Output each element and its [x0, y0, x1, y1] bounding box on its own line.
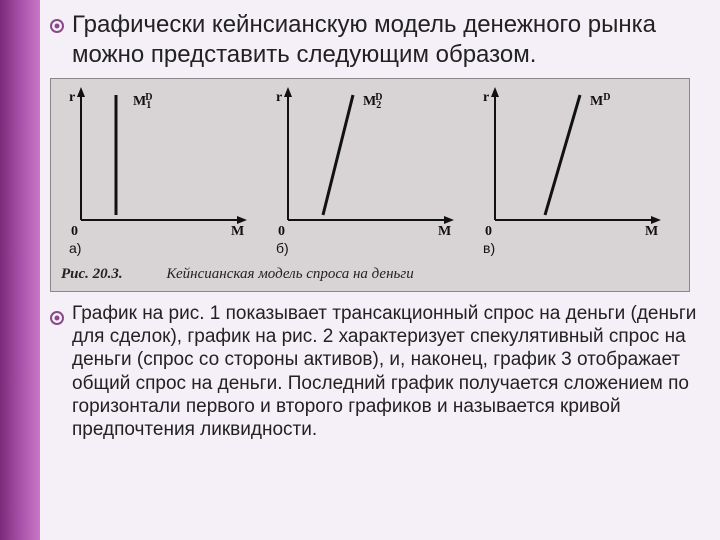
curve-label-c: MD	[590, 92, 610, 109]
panel-label-a: а)	[69, 240, 81, 256]
y-axis-label: r	[276, 90, 282, 105]
y-arrow-icon	[284, 87, 292, 97]
demand-curve-b	[323, 95, 353, 215]
body-text: График на рис. 1 показывает трансакционн…	[72, 302, 710, 441]
y-axis-label: r	[69, 90, 75, 105]
x-axis-label: M	[438, 224, 451, 239]
x-arrow-icon	[651, 216, 661, 224]
graph-b: r 0 M M2D б)	[268, 85, 463, 260]
origin-label: 0	[71, 224, 78, 239]
graph-c: r 0 M MD в)	[475, 85, 670, 260]
origin-label: 0	[485, 224, 492, 239]
figure-caption-text: Кейнсианская модель спроса на деньги	[166, 266, 413, 282]
origin-label: 0	[278, 224, 285, 239]
figure-number: Рис. 20.3.	[61, 266, 123, 282]
x-axis-label: M	[231, 224, 244, 239]
x-axis-label: M	[645, 224, 658, 239]
side-gradient	[0, 0, 40, 540]
curve-label-a: M1D	[133, 92, 152, 111]
intro-block: Графически кейнсианскую модель денежного…	[50, 10, 710, 70]
bullet-icon	[50, 311, 64, 325]
figure-container: r 0 M M1D а) r	[50, 78, 690, 292]
x-arrow-icon	[444, 216, 454, 224]
graphs-row: r 0 M M1D а) r	[61, 85, 679, 260]
bullet-icon	[50, 19, 64, 33]
y-arrow-icon	[77, 87, 85, 97]
x-arrow-icon	[237, 216, 247, 224]
demand-curve-c	[545, 95, 580, 215]
panel-label-c: в)	[483, 240, 495, 256]
body-block: График на рис. 1 показывает трансакционн…	[50, 302, 710, 441]
y-axis-label: r	[483, 90, 489, 105]
slide-content: Графически кейнсианскую модель денежного…	[50, 10, 710, 449]
graph-a: r 0 M M1D а)	[61, 85, 256, 260]
y-arrow-icon	[491, 87, 499, 97]
curve-label-b: M2D	[363, 92, 382, 111]
panel-label-b: б)	[276, 240, 289, 256]
intro-text: Графически кейнсианскую модель денежного…	[72, 10, 710, 70]
figure-caption: Рис. 20.3. Кейнсианская модель спроса на…	[61, 266, 679, 283]
